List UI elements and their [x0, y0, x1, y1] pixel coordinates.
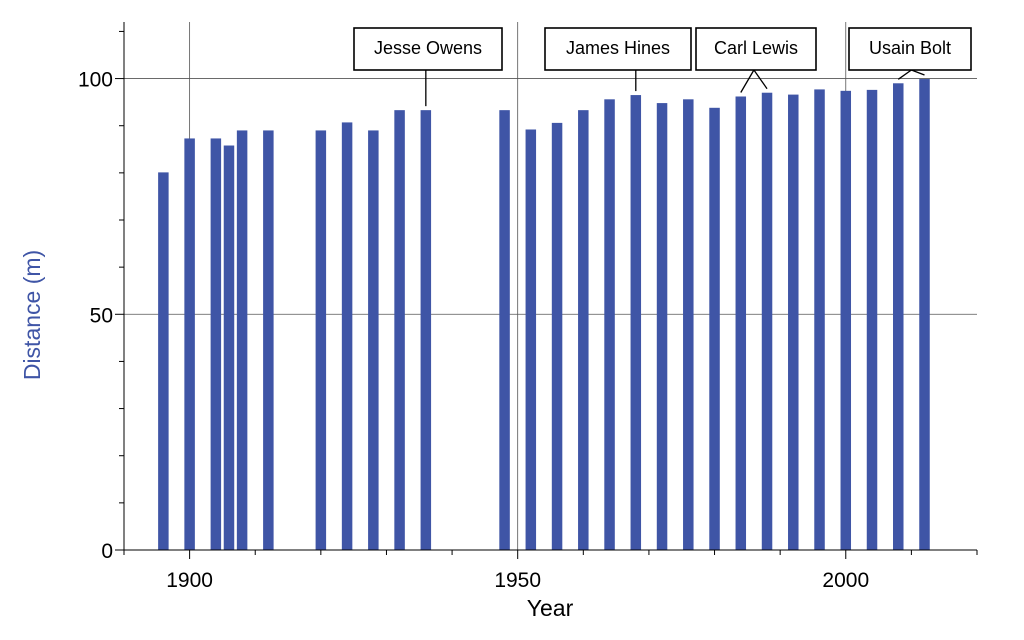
bar-1980	[709, 107, 720, 551]
annotation-leader	[911, 69, 925, 76]
annotation-label: Carl Lewis	[714, 38, 798, 58]
annotations: Jesse Owens James Hines Carl Lewis Usain Bo…	[353, 27, 972, 107]
annotation-callout: Jesse Owens	[353, 27, 503, 107]
bar-1968	[630, 95, 642, 551]
bar-1972	[656, 103, 668, 550]
annotation-leader	[897, 69, 912, 80]
bar-1928	[368, 130, 379, 550]
bar-1988	[761, 92, 773, 550]
bar-1932	[394, 110, 405, 551]
annotation-label: Usain Bolt	[869, 38, 951, 58]
bar-1952	[525, 129, 537, 550]
annotation-callout: James Hines	[544, 27, 692, 92]
annotation-label: Jesse Owens	[374, 38, 482, 58]
tick-labels: 1900 1950 2000 0 50 100	[78, 69, 869, 592]
bar-1964	[604, 99, 615, 551]
bar-2004	[866, 89, 878, 550]
x-tick-label: 1900	[166, 569, 213, 592]
bar-2000	[840, 90, 852, 550]
axes	[115, 22, 978, 559]
annotation-callout: Usain Bolt	[848, 27, 972, 80]
y-axis-title: Distance (m)	[19, 250, 45, 380]
bar-1904	[210, 138, 222, 550]
annotation-box	[353, 27, 503, 71]
bar-2012	[919, 79, 930, 551]
x-tick-label: 1950	[494, 569, 541, 592]
bar-1900	[184, 138, 195, 550]
y-tick-label: 50	[90, 304, 113, 327]
bar-1896	[158, 172, 169, 550]
x-tick-label: 2000	[822, 569, 869, 592]
y-tick-label: 0	[101, 540, 113, 563]
bar-1976	[683, 99, 694, 551]
bar-1960	[578, 110, 589, 551]
bar-1996	[814, 89, 825, 551]
bar-1948	[499, 110, 510, 551]
bar-2008	[893, 83, 904, 551]
x-axis-title: Year	[527, 595, 574, 621]
annotation-leader	[740, 69, 755, 93]
bar-1984	[735, 96, 747, 550]
y-tick-label: 100	[78, 69, 113, 92]
annotation-leader	[753, 69, 768, 90]
bar-1908	[236, 130, 248, 550]
annotation-box	[695, 27, 817, 71]
annotation-label: James Hines	[566, 38, 670, 58]
annotation-box	[848, 27, 972, 71]
annotation-callout: Carl Lewis	[695, 27, 817, 93]
bar-1936	[420, 110, 432, 551]
bar-1906	[223, 145, 235, 550]
bar-1912	[263, 130, 274, 550]
bars	[158, 79, 930, 551]
bar-1992	[788, 94, 799, 550]
bar-1920	[315, 130, 327, 550]
bar-1956	[551, 122, 563, 550]
bar-1924	[341, 122, 353, 551]
annotation-box	[544, 27, 692, 71]
